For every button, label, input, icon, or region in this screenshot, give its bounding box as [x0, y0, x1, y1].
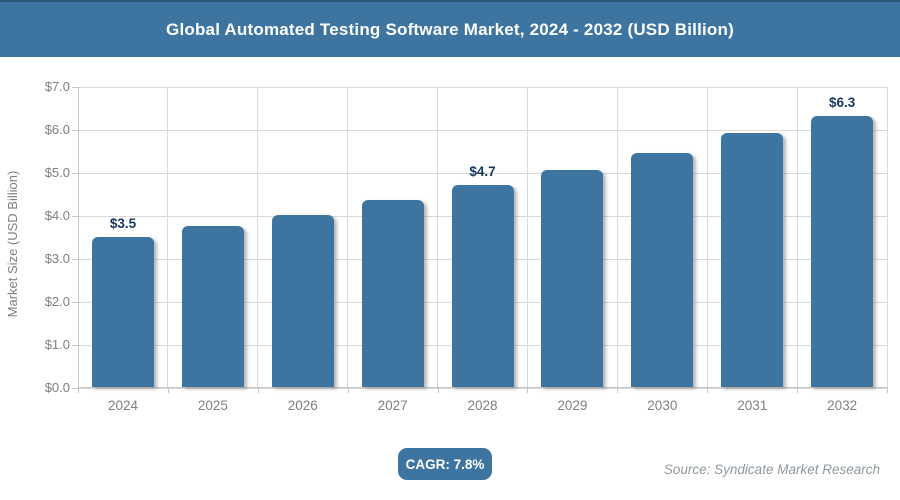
x-axis-label-2032: 2032 — [827, 398, 858, 413]
x-axis-label-2026: 2026 — [287, 398, 318, 413]
bar-value-label: $4.7 — [469, 163, 496, 179]
horizontal-gridline — [78, 86, 887, 88]
y-axis-tick-mark — [72, 216, 78, 217]
x-axis-tick-mark — [257, 388, 259, 393]
x-axis-label-2027: 2027 — [377, 398, 408, 413]
horizontal-gridline — [78, 129, 887, 131]
vertical-gridline — [886, 87, 888, 388]
x-axis-tick-mark — [437, 388, 439, 393]
x-axis-tick-mark — [527, 388, 529, 393]
x-axis-tick-mark — [617, 388, 619, 393]
vertical-gridline — [347, 87, 349, 388]
bar-2032 — [811, 116, 874, 387]
chart-title: Global Automated Testing Software Market… — [166, 19, 734, 39]
y-axis-tick-mark — [72, 302, 78, 303]
bar-2024 — [91, 236, 154, 387]
y-axis-tick-mark — [72, 173, 78, 174]
vertical-gridline — [167, 87, 169, 388]
y-axis-tick-label: $7.0 — [44, 79, 70, 94]
y-axis-tick-label: $6.0 — [44, 122, 70, 137]
source-note: Source: Syndicate Market Research — [663, 462, 880, 477]
y-axis-tick-label: $3.0 — [44, 251, 70, 266]
x-axis-label-2024: 2024 — [107, 398, 139, 413]
x-axis-label-2030: 2030 — [647, 398, 678, 413]
horizontal-gridline — [78, 172, 887, 174]
y-axis-tick-label: $0.0 — [44, 380, 70, 395]
y-axis-tick-mark — [72, 388, 78, 389]
x-axis-tick-mark — [707, 388, 709, 393]
y-axis-tick-label: $2.0 — [44, 294, 70, 309]
horizontal-gridline — [78, 387, 887, 389]
x-axis-line — [78, 387, 887, 388]
y-axis-tick-mark — [72, 87, 78, 88]
y-axis-tick-mark — [72, 259, 78, 260]
x-axis-label-2029: 2029 — [557, 398, 588, 413]
x-axis-label-2031: 2031 — [737, 398, 768, 413]
y-axis-tick-mark — [72, 345, 78, 346]
bar-2030 — [631, 152, 694, 387]
chart-title-bar: Global Automated Testing Software Market… — [0, 0, 900, 57]
vertical-gridline — [706, 87, 708, 388]
cagr-badge: CAGR: 7.8% — [398, 448, 492, 480]
x-axis-tick-mark — [887, 388, 888, 393]
x-axis-label-2028: 2028 — [467, 398, 498, 413]
bar-2025 — [181, 225, 244, 387]
bar-value-label: $3.5 — [109, 215, 137, 231]
vertical-gridline — [526, 87, 528, 388]
vertical-gridline — [257, 87, 259, 388]
y-axis-tick-label: $4.0 — [44, 208, 70, 223]
y-axis-tick-label: $1.0 — [44, 337, 70, 352]
x-axis-tick-mark — [78, 388, 79, 393]
bar-2031 — [721, 133, 784, 387]
bar-2026 — [271, 215, 334, 387]
bar-2028 — [451, 184, 514, 387]
bar-2029 — [541, 169, 604, 387]
vertical-gridline — [796, 87, 798, 388]
y-axis-tick-label: $5.0 — [44, 165, 70, 180]
y-axis-tick-mark — [72, 130, 78, 131]
x-axis-tick-mark — [167, 388, 169, 393]
y-axis-line — [78, 87, 79, 388]
x-axis-tick-mark — [797, 388, 799, 393]
x-axis-tick-mark — [347, 388, 349, 393]
bar-value-label: $6.3 — [828, 95, 856, 111]
vertical-gridline — [437, 87, 439, 388]
x-axis-label-2025: 2025 — [197, 398, 228, 413]
plot-area — [77, 86, 888, 389]
vertical-gridline — [616, 87, 618, 388]
bar-2027 — [361, 199, 424, 387]
